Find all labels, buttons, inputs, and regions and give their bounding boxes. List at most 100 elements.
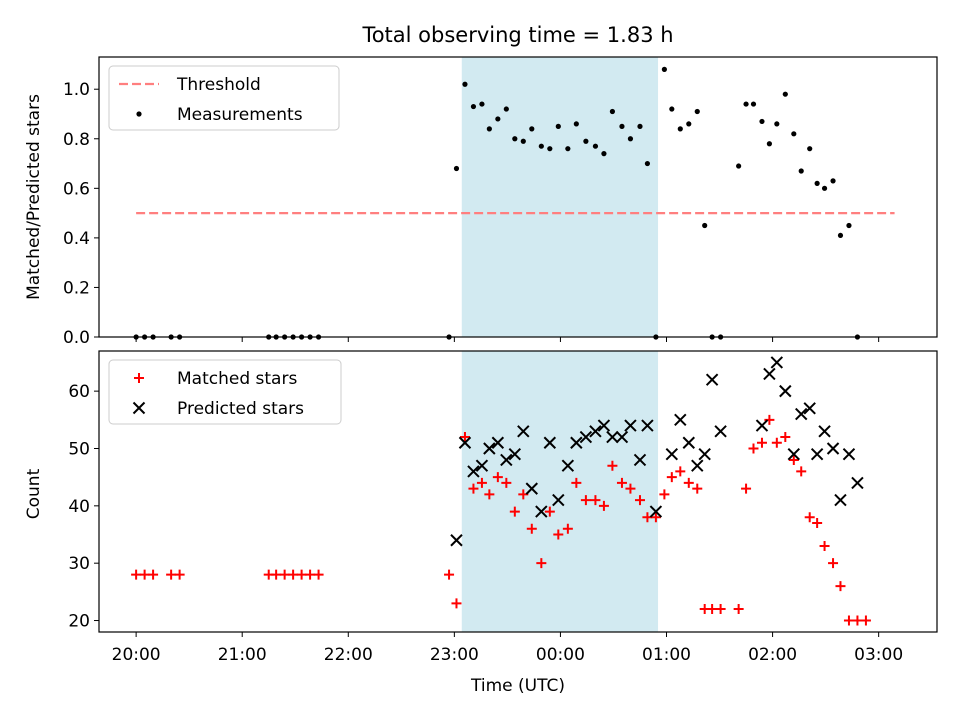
predicted-star-point [755,419,769,432]
predicted-star-point [698,448,711,461]
matched-star-point [860,615,871,626]
predicted-star-point [851,476,864,490]
measurement-point [619,123,625,129]
matched-star-point [526,523,537,534]
matched-star-point [675,466,686,477]
measurement-point [782,91,788,97]
measurement-point [592,143,599,149]
predicted-star-point [483,442,496,455]
predicted-star-point [818,425,831,438]
matched-star-point [683,477,694,488]
predicted-star-point [810,448,824,461]
x-tick-label: 22:00 [324,645,373,665]
legend-label: Matched stars [177,369,297,389]
measurement-point [743,101,749,107]
predicted-star-point [570,436,583,449]
predicted-star-point [705,373,719,386]
matched-star-point [828,558,839,569]
figure-title: Total observing time = 1.83 h [361,23,673,47]
measurement-point [583,138,589,144]
predicted-star-point [615,430,629,444]
measurement-point [702,222,708,229]
observing-span-highlight [461,57,659,337]
matched-star-point [271,569,282,580]
predicted-star-point [508,448,522,461]
matched-star-point [509,506,520,517]
predicted-star-point [795,407,808,421]
matched-star-point [707,604,718,615]
predicted-star-point [606,430,619,444]
measurement-point [814,180,820,186]
predicted-star-point [535,505,548,518]
matched-star-point [484,489,495,500]
y-tick-label: 20 [68,612,90,632]
y-tick-label: 50 [68,439,90,459]
y-tick-label: 0.8 [63,130,90,150]
x-tick-label: 01:00 [642,645,691,665]
matched-star-point [804,512,815,523]
x-tick-label: 20:00 [112,645,161,665]
predicted-star-point [458,436,472,449]
measurement-point [644,160,651,167]
predicted-star-point [624,419,637,432]
predicted-star-point [450,534,463,547]
x-tick-label: 03:00 [854,645,903,665]
predicted-star-point [674,413,687,427]
measurement-point [470,103,477,110]
measurement-point [573,121,579,127]
measurement-point [661,66,667,72]
bottom-panel: 20 30 40 50 60 20:00 21:00 22:00 23:00 00:00 01:00… [68,350,938,665]
measurement-point [462,81,468,87]
measurement-point [495,116,501,122]
matched-star-point [476,477,487,488]
measurement-point [529,126,535,132]
predicted-star-point [543,436,557,449]
matched-star-point [553,529,564,540]
predicted-star-point [787,448,801,461]
y-tick-label: 0.2 [63,278,90,298]
matched-star-point [562,523,573,534]
measurement-point [512,136,518,142]
matched-star-point [468,483,479,494]
y-tick-label: 30 [68,554,90,574]
matched-star-point [748,443,759,454]
predicted-star-point [826,442,840,455]
measurement-point [846,222,852,229]
matched-star-point [590,495,601,506]
measurement-point [830,178,836,184]
matched-star-point [598,500,609,511]
top-y-axis-label: Matched/Predicted stars [24,94,44,300]
measurement-point [601,151,607,157]
measurement-point [520,138,526,144]
matched-star-point [501,477,512,488]
predicted-star-point [589,425,602,438]
predicted-star-point [525,482,538,495]
measurement-point [750,101,757,107]
matched-star-point [756,437,767,448]
measurement-point [798,168,804,174]
predicted-star-point [665,448,679,461]
y-tick-label: 0.0 [63,328,90,348]
matched-star-point [580,495,591,506]
measurement-point [555,123,561,129]
matched-star-point [305,569,316,580]
x-axis-label: Time (UTC) [470,676,565,696]
y-tick-label: 40 [68,497,90,517]
matched-star-point [659,489,670,500]
measurement-point [547,146,553,152]
matched-star-point [812,518,823,529]
plot-frame [98,56,938,338]
matched-star-point [148,569,159,580]
measurement-point [637,123,643,129]
predicted-star-point [579,430,593,444]
predicted-star-point [500,453,513,467]
legend-measurement-swatch [136,111,142,117]
measurement-point [538,143,544,149]
x-tick-label: 23:00 [430,645,479,665]
measurement-point [609,108,616,115]
top-panel: 0.0 0.2 0.4 0.6 0.8 1.0 Threshold Measurements [63,56,938,348]
matched-star-point [715,604,726,615]
measurement-point [669,106,675,112]
matched-star-point [692,483,703,494]
